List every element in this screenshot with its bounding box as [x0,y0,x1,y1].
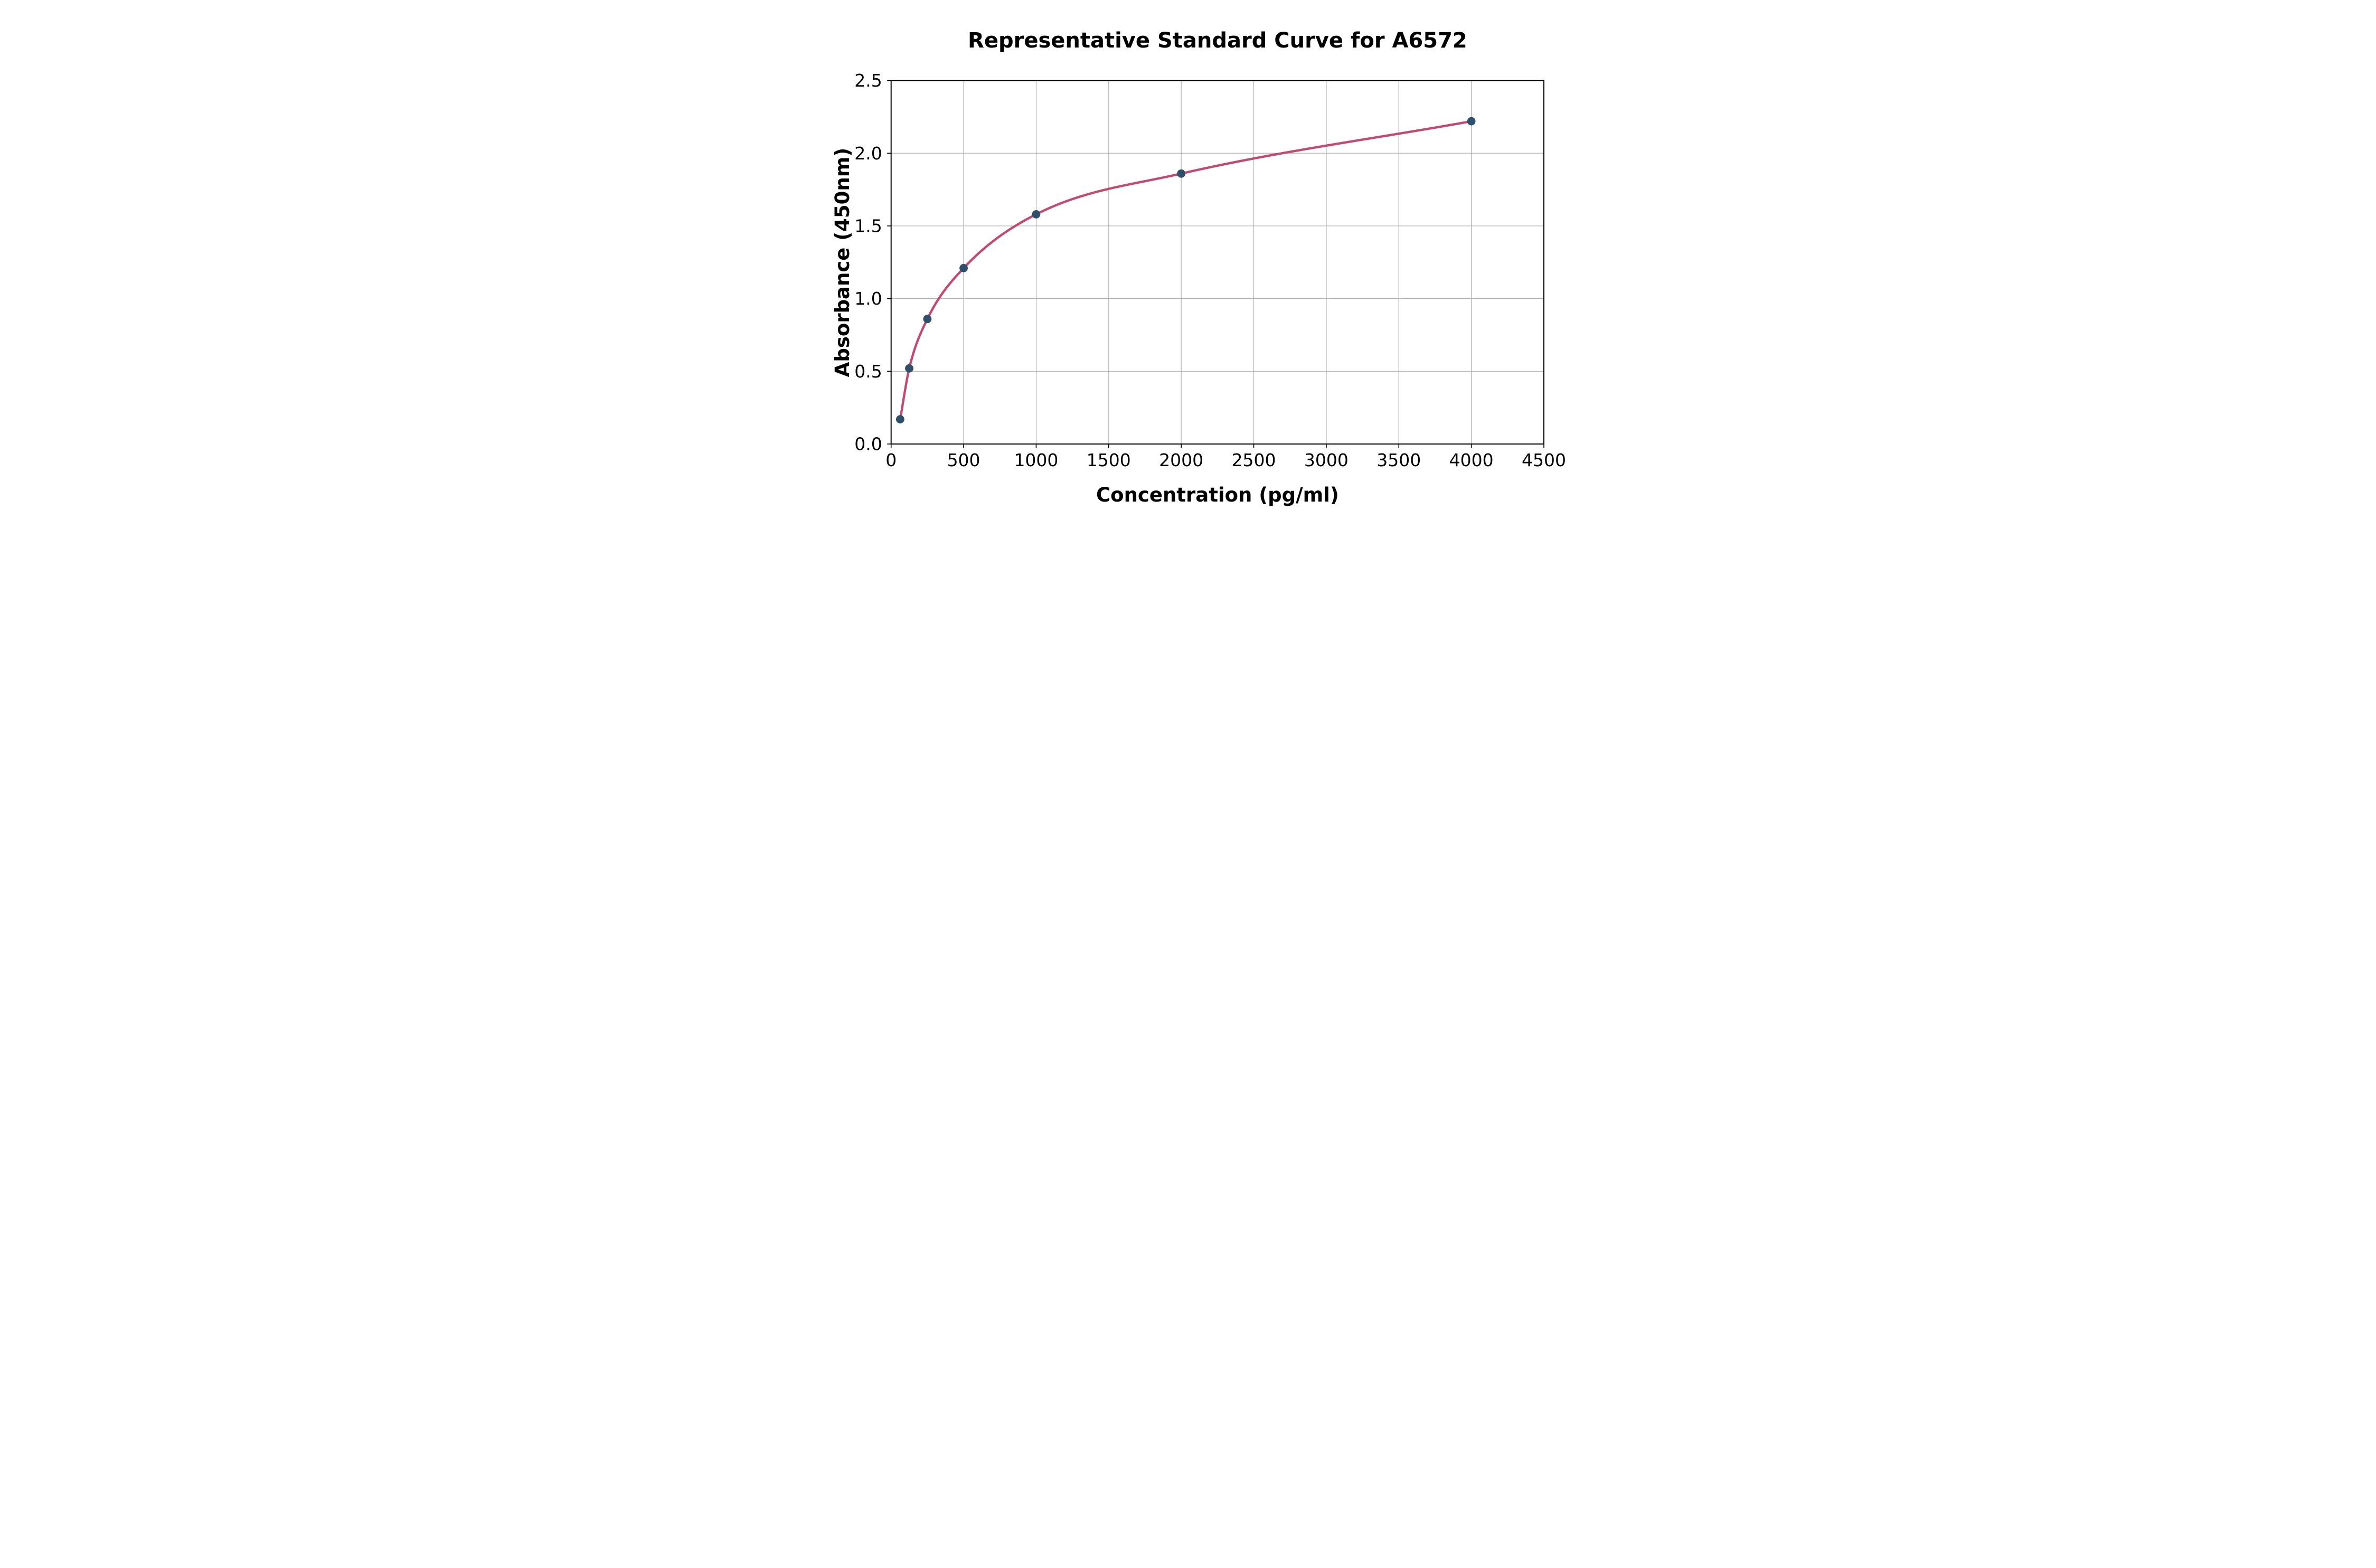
chart-title: Representative Standard Curve for A6572 [968,29,1467,53]
x-tick-label-4000: 4000 [1449,450,1494,470]
y-axis-label: Absorbance (450nm) [831,148,854,377]
fit-curve [899,120,1473,421]
x-tick-label-2000: 2000 [1159,450,1203,470]
y-tick-label-0.5: 0.5 [854,361,882,382]
data-point-2000 [1177,169,1186,178]
x-tick-label-2500: 2500 [1232,450,1276,470]
x-tick-label-500: 500 [947,450,980,470]
data-layer [895,117,1476,424]
data-point-125 [905,364,913,373]
x-tick-label-0: 0 [885,450,897,470]
data-point-62.5 [895,415,904,424]
x-tick-label-4500: 4500 [1522,450,1566,470]
plot-border [890,80,1545,445]
x-axis-label: Concentration (pg/ml) [1096,484,1339,506]
x-tick-label-3000: 3000 [1304,450,1349,470]
standard-curve-figure: 0 500 1000 1500 2000 2500 3000 3500 4000 4500 0.0 0… [792,0,1584,523]
x-tick-label-3500: 3500 [1376,450,1421,470]
gridlines-layer [792,0,1584,523]
standard-curve-chart: 0 500 1000 1500 2000 2500 3000 3500 4000 4500 0.0 0… [792,0,1584,523]
data-point-1000 [1032,210,1041,219]
x-tick-label-1000: 1000 [1014,450,1058,470]
y-tick-label-2.5: 2.5 [854,70,882,91]
data-point-250 [923,315,932,324]
y-tick-label-1.5: 1.5 [854,215,882,236]
data-point-4000 [1467,117,1476,126]
y-tick-label-0: 0.0 [854,434,882,455]
axes-layer: 0 500 1000 1500 2000 2500 3000 3500 4000 4500 0.0 0… [854,70,1566,470]
data-point-500 [959,263,968,272]
y-tick-label-2: 2.0 [854,143,882,164]
x-tick-label-1500: 1500 [1087,450,1131,470]
plot-background [891,80,1544,445]
y-tick-label-1: 1.0 [854,288,882,309]
